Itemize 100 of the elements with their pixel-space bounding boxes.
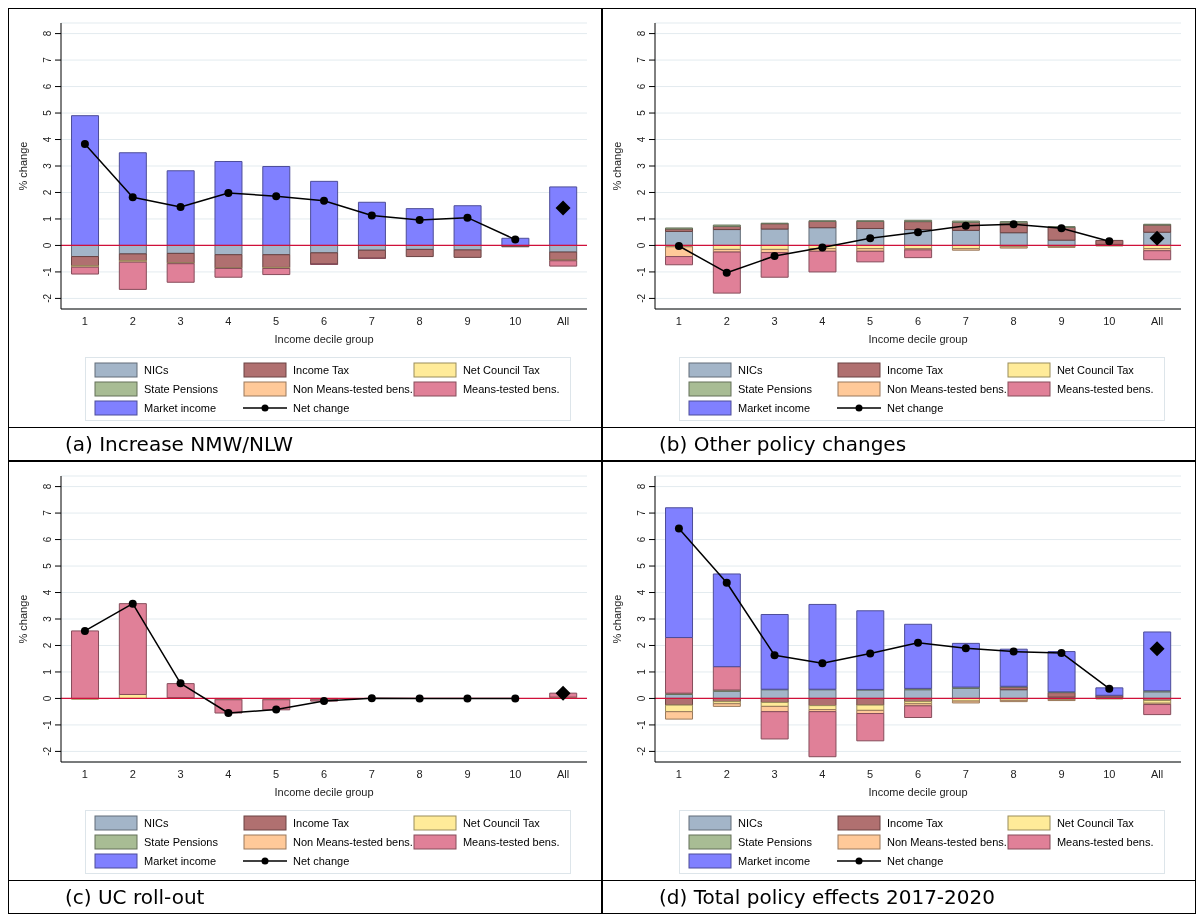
x-tick-label: All [556, 314, 570, 327]
x-tick-label: 7 [368, 314, 375, 327]
legend-label: Means-tested bens. [462, 836, 560, 848]
y-tick-label: 7 [636, 56, 647, 63]
legend-label: NICs [144, 817, 169, 829]
legend-label: Means-tested bens. [462, 383, 560, 395]
x-tick-label: 8 [416, 767, 423, 780]
y-tick-label: 5 [636, 562, 647, 569]
x-tick-label: 9 [1058, 314, 1065, 327]
x-tick-label: 6 [320, 767, 328, 780]
x-tick-label: 6 [914, 314, 922, 327]
y-tick-label: 2 [636, 189, 647, 196]
legend-label: State Pensions [738, 836, 812, 848]
y-tick-label: 8 [42, 30, 53, 37]
y-tick-label: 3 [636, 615, 647, 622]
legend-label: Net change [887, 855, 944, 867]
y-tick-label: -1 [636, 720, 647, 730]
x-tick-label: 1 [81, 314, 88, 327]
y-tick-label: -2 [42, 293, 53, 303]
x-tick-label: 8 [416, 314, 423, 327]
y-tick-label: 5 [42, 109, 53, 116]
x-tick-label: All [1150, 314, 1164, 327]
y-axis-title: % change [610, 141, 623, 191]
y-tick-label: 4 [42, 136, 53, 143]
legend-label: Market income [738, 402, 811, 414]
x-tick-label: 3 [177, 767, 184, 780]
text: (a) Increase NMW/NLW [9, 427, 601, 460]
x-tick-label: 6 [914, 767, 922, 780]
y-tick-label: 8 [636, 30, 647, 37]
y-tick-label: 2 [42, 189, 53, 196]
y-tick-label: -1 [42, 267, 53, 277]
legend-label: Net Council Tax [1056, 817, 1134, 829]
x-tick-label: 9 [464, 767, 471, 780]
legend-label: Net change [293, 402, 350, 414]
y-axis-title: % change [610, 594, 623, 644]
y-tick-label: 0 [636, 695, 647, 702]
y-tick-label: 1 [42, 215, 53, 222]
y-tick-label: 3 [636, 162, 647, 169]
legend-label: Market income [144, 855, 217, 867]
y-tick-label: -2 [636, 293, 647, 303]
text: (c) UC roll-out [9, 880, 601, 913]
x-tick-label: All [556, 767, 570, 780]
legend-label: Income Tax [887, 364, 944, 376]
legend-label: Non Means-tested bens. [293, 836, 413, 848]
x-axis-title: Income decile group [274, 786, 374, 798]
x-tick-label: 9 [464, 314, 471, 327]
y-tick-label: 1 [636, 668, 647, 675]
y-tick-label: 8 [636, 483, 647, 490]
x-tick-label: 10 [1103, 314, 1116, 327]
y-tick-label: 3 [42, 162, 53, 169]
y-tick-label: 5 [42, 562, 53, 569]
x-tick-label: 10 [1103, 767, 1116, 780]
y-tick-label: 1 [42, 668, 53, 675]
x-tick-label: 4 [225, 314, 232, 327]
x-tick-label: 1 [675, 314, 682, 327]
legend-label: NICs [738, 817, 763, 829]
x-tick-label: 2 [723, 767, 730, 780]
x-axis-title: Income decile group [868, 786, 968, 798]
y-tick-label: 7 [42, 509, 53, 516]
y-tick-label: 6 [636, 536, 647, 543]
legend-label: State Pensions [144, 836, 218, 848]
x-tick-label: 3 [177, 314, 184, 327]
legend-label: State Pensions [144, 383, 218, 395]
x-tick-label: 5 [867, 314, 874, 327]
y-axis-title: % change [16, 141, 29, 191]
x-tick-label: 10 [509, 314, 522, 327]
x-tick-label: 1 [675, 767, 682, 780]
legend-label: Net Council Tax [462, 364, 540, 376]
y-tick-label: 6 [636, 83, 647, 90]
legend-label: Net change [293, 855, 350, 867]
y-tick-label: 4 [636, 136, 647, 143]
x-tick-label: 8 [1010, 767, 1017, 780]
x-tick-label: 4 [819, 314, 826, 327]
legend-label: Market income [738, 855, 811, 867]
x-tick-label: 5 [867, 767, 874, 780]
legend-label: Income Tax [293, 364, 350, 376]
x-tick-label: 2 [129, 314, 136, 327]
legend-label: NICs [144, 364, 169, 376]
y-tick-label: -2 [42, 746, 53, 756]
legend-label: Market income [144, 402, 217, 414]
legend-label: Income Tax [887, 817, 944, 829]
x-axis-title: Income decile group [868, 333, 968, 345]
legend-label: Non Means-tested bens. [887, 383, 1007, 395]
legend-label: Non Means-tested bens. [293, 383, 413, 395]
y-axis-title: % change [16, 594, 29, 644]
y-tick-label: 5 [636, 109, 647, 116]
legend-label: Means-tested bens. [1056, 383, 1154, 395]
legend-label: Net Council Tax [462, 817, 540, 829]
y-tick-label: 4 [636, 589, 647, 596]
y-tick-label: -2 [636, 746, 647, 756]
legend-label: Non Means-tested bens. [887, 836, 1007, 848]
legend-label: Means-tested bens. [1056, 836, 1154, 848]
x-tick-label: 6 [320, 314, 328, 327]
x-tick-label: 10 [509, 767, 522, 780]
x-tick-label: 2 [723, 314, 730, 327]
legend-label: NICs [738, 364, 763, 376]
y-tick-label: 6 [42, 83, 53, 90]
y-tick-label: 0 [42, 242, 53, 249]
x-tick-label: 7 [368, 767, 375, 780]
x-tick-label: 4 [225, 767, 232, 780]
